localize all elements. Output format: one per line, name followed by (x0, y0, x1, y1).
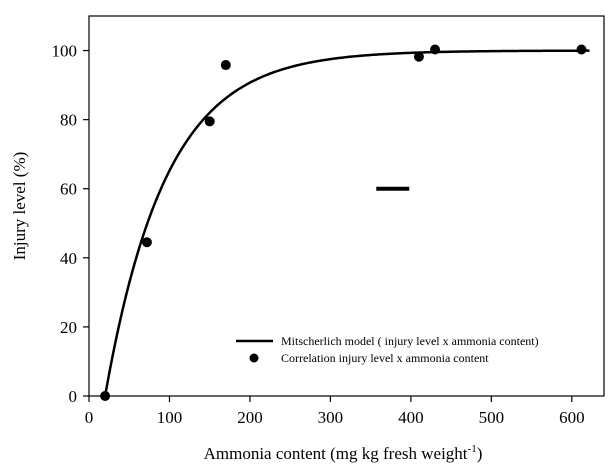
y-tick-label: 40 (60, 249, 77, 268)
plot-frame (88, 15, 605, 397)
data-point (576, 44, 587, 55)
data-point (100, 391, 111, 401)
y-tick-label: 0 (69, 387, 78, 406)
x-tick-label: 300 (318, 408, 344, 427)
data-point (430, 44, 441, 55)
x-tick-label: 100 (157, 408, 183, 427)
data-point (413, 51, 424, 62)
y-tick-label: 80 (60, 111, 77, 130)
data-point (220, 60, 231, 71)
y-tick-label: 20 (60, 318, 77, 337)
x-tick-label: 400 (398, 408, 424, 427)
data-point (204, 116, 215, 127)
legend-marker-swatch (249, 353, 259, 363)
legend: Mitscherlich model ( injury level x ammo… (236, 334, 539, 365)
x-tick-label: 500 (479, 408, 505, 427)
x-tick-label: 0 (85, 408, 94, 427)
y-axis-ticks: 0 20 40 60 80 100 (52, 42, 89, 406)
x-axis-title-superscript: -1 (468, 443, 477, 455)
legend-label-model: Mitscherlich model ( injury level x ammo… (281, 334, 539, 348)
data-points (100, 44, 587, 401)
x-axis-title-suffix: ) (477, 444, 483, 463)
x-tick-label: 200 (237, 408, 263, 427)
y-axis-title: Injury level (%) (10, 152, 29, 261)
legend-label-correlation: Correlation injury level x ammonia conte… (281, 351, 489, 365)
data-point (141, 237, 152, 248)
y-tick-label: 60 (60, 180, 77, 199)
x-tick-label: 600 (559, 408, 585, 427)
mitscherlich-model-curve (103, 49, 590, 397)
x-axis-ticks: 0 100 200 300 400 500 600 (85, 396, 585, 427)
y-tick-label: 100 (52, 42, 78, 61)
plot-axes (88, 15, 605, 397)
x-axis-title: Ammonia content (mg kg fresh weight-1) (204, 443, 483, 463)
x-axis-title-main: Ammonia content (mg kg fresh weight (204, 444, 468, 463)
